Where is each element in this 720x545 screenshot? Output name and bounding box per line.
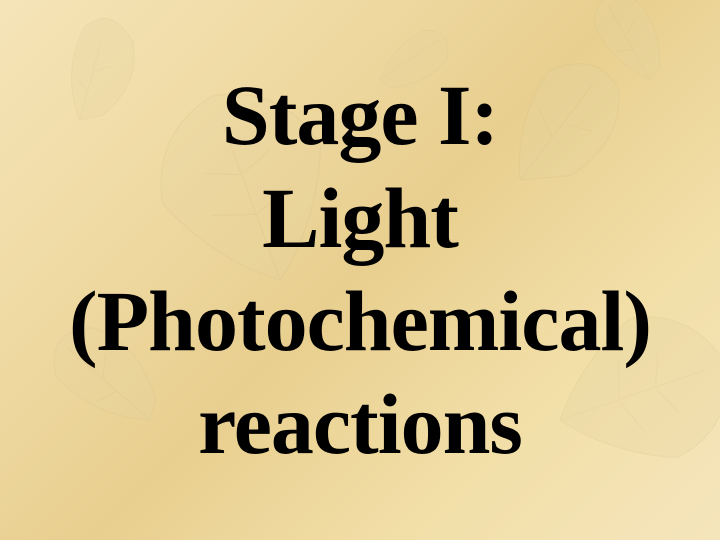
title-line-1: Stage I: (222, 67, 498, 163)
title-line-4: reactions (198, 376, 522, 472)
slide-content: Stage I: Light (Photochemical) reactions (0, 0, 720, 540)
title-line-3: (Photochemical) (69, 273, 651, 369)
slide-title: Stage I: Light (Photochemical) reactions (69, 64, 651, 477)
title-line-2: Light (262, 170, 458, 266)
